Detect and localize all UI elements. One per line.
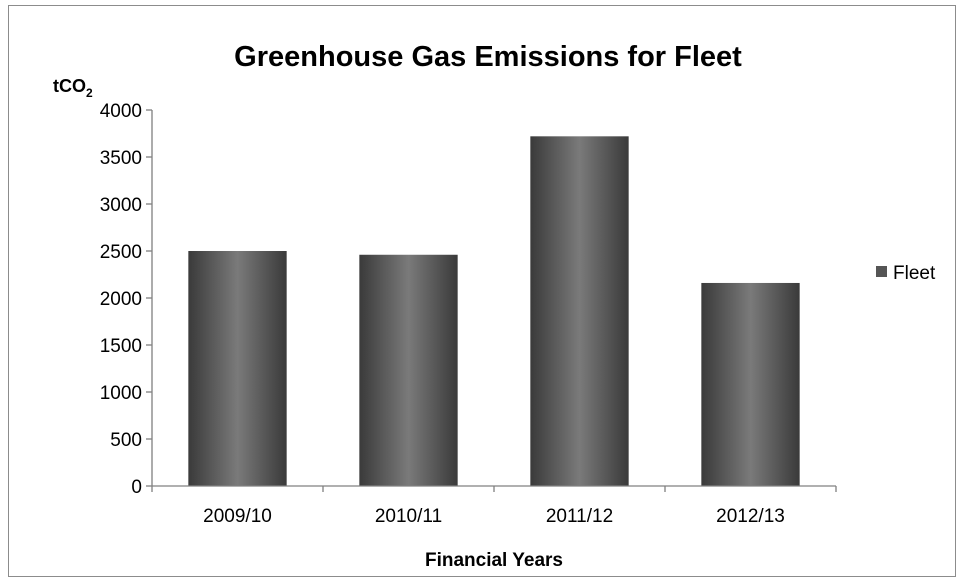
y-axis-title-subscript: 2 <box>86 86 93 100</box>
x-tick-label: 2009/10 <box>203 506 272 527</box>
y-tick-label: 500 <box>110 430 142 451</box>
y-tick-label: 3000 <box>100 195 142 216</box>
y-tick-label: 1500 <box>100 336 142 357</box>
legend-swatch <box>876 266 887 277</box>
y-tick-label: 2000 <box>100 289 142 310</box>
x-axis-title: Financial Years <box>425 550 563 571</box>
bar-2010-11 <box>359 254 458 486</box>
y-tick-label: 4000 <box>100 101 142 122</box>
x-tick-label: 2011/12 <box>546 506 613 527</box>
bar-2009-10 <box>188 251 287 486</box>
bar-series <box>188 136 800 486</box>
y-tick-label: 0 <box>131 477 142 498</box>
y-axis: 0 500 1000 1500 2000 2500 3000 3500 4000 <box>100 101 152 498</box>
y-tick-label: 2500 <box>100 242 142 263</box>
x-tick-label: 2012/13 <box>716 506 785 527</box>
y-axis-title: tCO2 <box>53 76 93 100</box>
x-axis: 2009/10 2010/11 2011/12 2012/13 <box>151 486 837 527</box>
chart-title: Greenhouse Gas Emissions for Fleet <box>234 41 742 73</box>
y-tick-label: 3500 <box>100 148 142 169</box>
bar-2012-13 <box>701 282 800 486</box>
y-tick-label: 1000 <box>100 383 142 404</box>
bar-2011-12 <box>530 136 629 486</box>
y-axis-title-base: tCO <box>53 76 86 96</box>
x-tick-label: 2010/11 <box>375 506 442 527</box>
legend-label: Fleet <box>893 263 936 284</box>
